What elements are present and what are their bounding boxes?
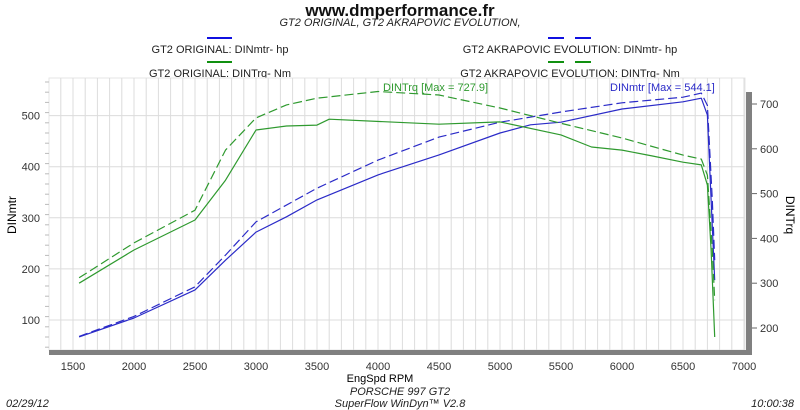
x-tick-label: 5500 bbox=[549, 361, 573, 373]
y-right-tick-label: 200 bbox=[760, 323, 778, 335]
y-left-tick-label: 200 bbox=[22, 264, 40, 276]
plot-area bbox=[48, 77, 746, 351]
series-line-torque-dashed bbox=[78, 90, 716, 301]
x-axis-bar bbox=[49, 350, 752, 355]
grid bbox=[48, 77, 746, 351]
y-right-axis-bar bbox=[746, 92, 752, 350]
y-right-tick-label: 500 bbox=[760, 189, 778, 201]
legend-swatches bbox=[207, 37, 591, 63]
y-left-tick-label: 300 bbox=[22, 213, 40, 225]
x-tick-label: 6500 bbox=[671, 361, 695, 373]
x-tick-label: 4000 bbox=[366, 361, 390, 373]
y-right-tick-label: 300 bbox=[760, 278, 778, 290]
legend-evo-torque: GT2 AKRAPOVIC EVOLUTION: DINTrq- Nm bbox=[460, 68, 680, 80]
x-tick-label: 2500 bbox=[183, 361, 207, 373]
y-right-tick-label: 600 bbox=[760, 144, 778, 156]
legend-orig-power: GT2 ORIGINAL: DINmtr- hp bbox=[151, 44, 289, 56]
y-left-axis-label: DINmtr bbox=[5, 196, 19, 234]
y-left-tick-label: 400 bbox=[22, 162, 40, 174]
series-lines bbox=[78, 90, 716, 338]
x-axis-label: EngSpd RPM bbox=[347, 373, 414, 385]
legend-evo-power: GT2 AKRAPOVIC EVOLUTION: DINmtr- hp bbox=[462, 44, 678, 56]
y-right-tick-label: 400 bbox=[760, 233, 778, 245]
footer-date: 02/29/12 bbox=[6, 398, 49, 410]
footer-software: SuperFlow WinDyn™ V2.8 bbox=[334, 398, 466, 410]
y-right-axis-label: DINTrq bbox=[783, 196, 797, 234]
series-line-power-solid bbox=[78, 97, 716, 338]
x-tick-label: 3500 bbox=[305, 361, 329, 373]
axes: 100 200 300 400 500 200 300 400 500 600 700 1500 200… bbox=[22, 81, 778, 373]
power-max-annotation: DINmtr [Max = 544.1] bbox=[610, 82, 715, 94]
x-tick-label: 3000 bbox=[244, 361, 268, 373]
footer-car: PORSCHE 997 GT2 bbox=[349, 386, 451, 398]
chart-title: www.dmperformance.fr bbox=[305, 1, 495, 20]
x-tick-label: 1500 bbox=[61, 361, 85, 373]
footer-time: 10:00:38 bbox=[751, 398, 794, 410]
x-tick-label: 5000 bbox=[488, 361, 512, 373]
y-left-tick-label: 500 bbox=[22, 111, 40, 123]
x-tick-label: 7000 bbox=[732, 361, 756, 373]
chart-subtitle: GT2 ORIGINAL, GT2 AKRAPOVIC EVOLUTION, bbox=[279, 17, 521, 29]
x-tick-label: 4500 bbox=[427, 361, 451, 373]
y-left-tick-label: 100 bbox=[22, 315, 40, 327]
x-tick-label: 2000 bbox=[122, 361, 146, 373]
torque-max-annotation: DINTrq [Max = 727.9] bbox=[383, 82, 488, 94]
x-tick-label: 6000 bbox=[610, 361, 634, 373]
series-line-torque-solid bbox=[78, 118, 716, 338]
series-line-power-dashed bbox=[78, 92, 716, 337]
y-right-tick-label: 700 bbox=[760, 99, 778, 111]
legend-orig-torque: GT2 ORIGINAL: DINTrq- Nm bbox=[149, 68, 291, 80]
